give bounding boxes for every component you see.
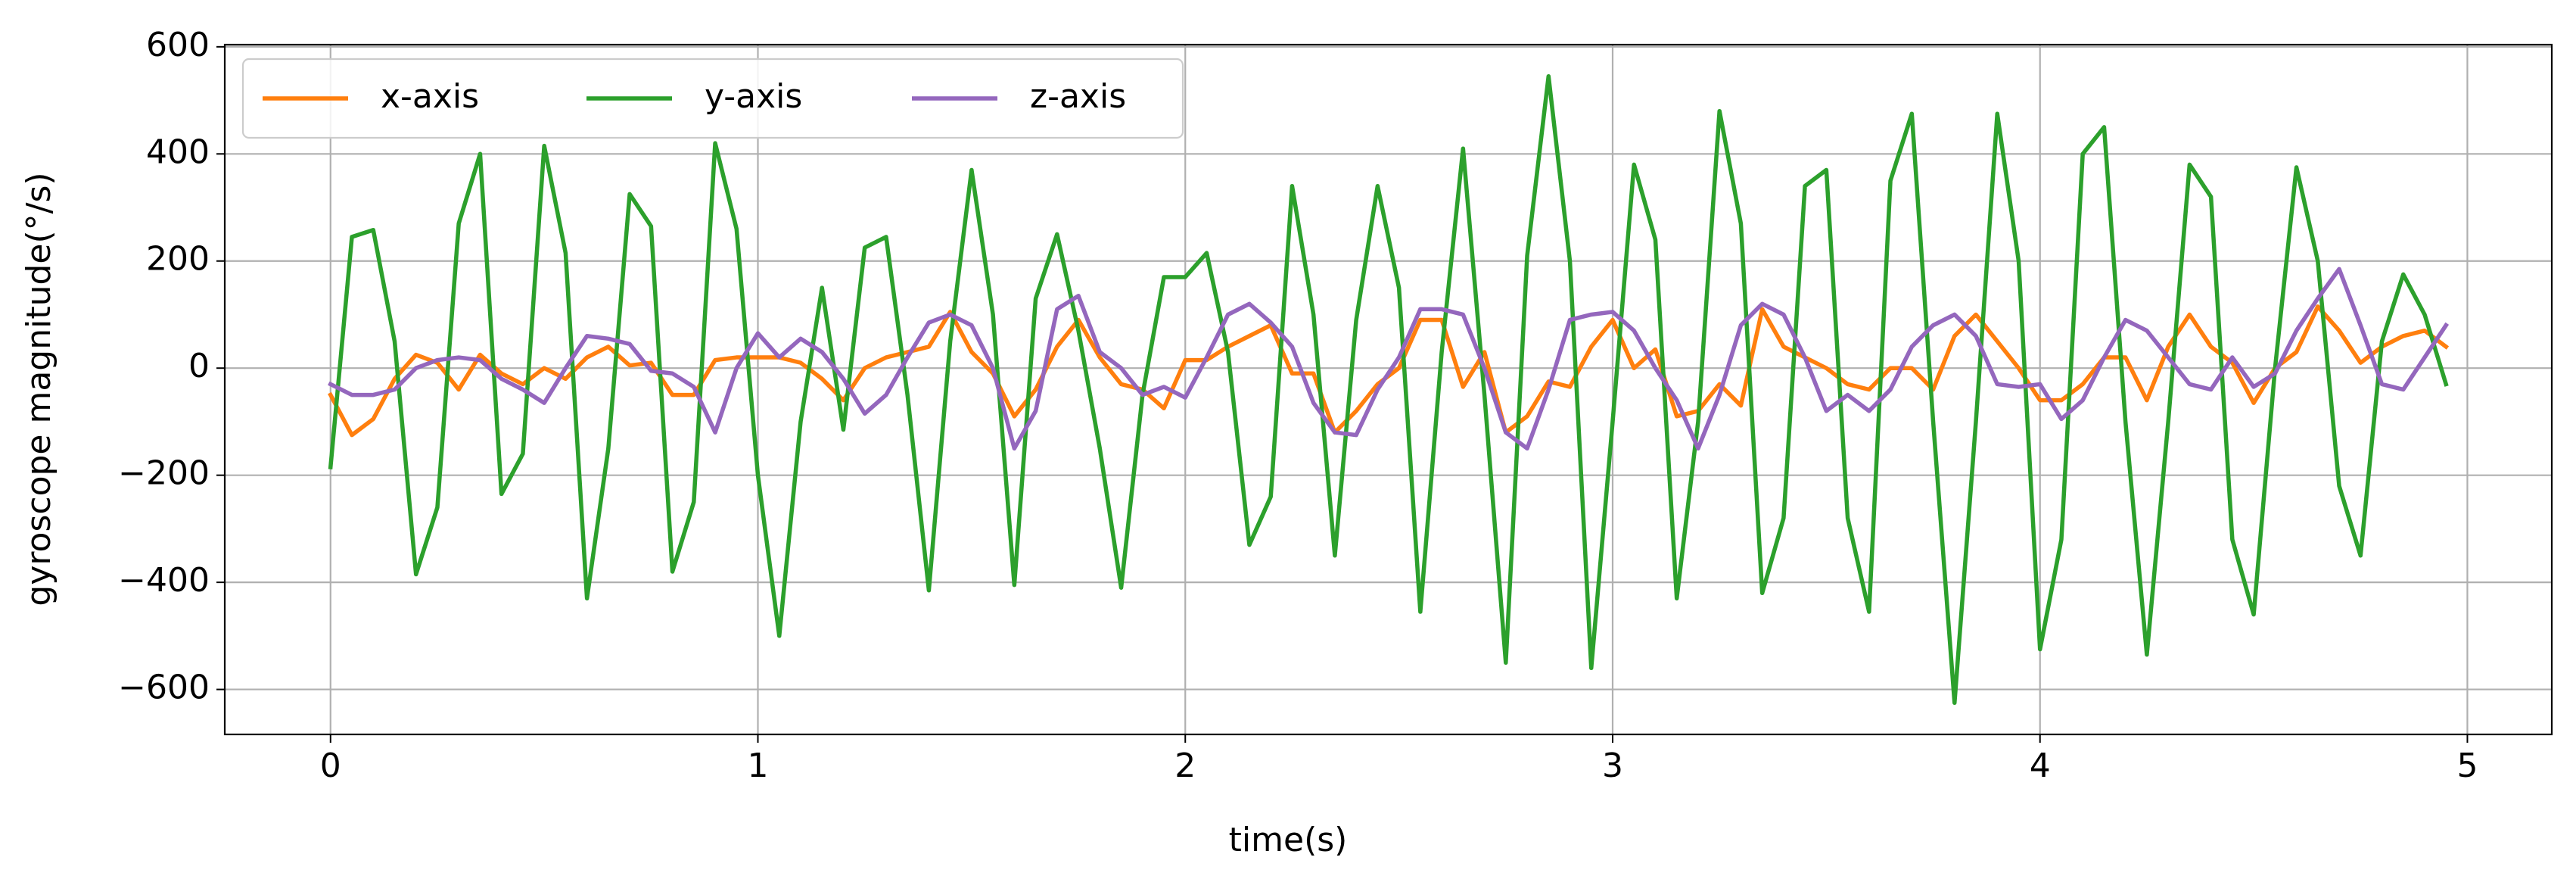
x-tick-label: 5 bbox=[2456, 747, 2478, 785]
y-tick-label: −400 bbox=[118, 561, 210, 600]
y-tick-label: 0 bbox=[188, 347, 210, 385]
legend-label: x-axis bbox=[381, 77, 479, 116]
x-tick-label: 0 bbox=[320, 747, 341, 785]
y-tick-label: 600 bbox=[146, 26, 210, 64]
y-tick-label: −600 bbox=[118, 669, 210, 707]
x-axis-label: time(s) bbox=[1229, 821, 1348, 859]
x-tick-label: 2 bbox=[1174, 747, 1196, 785]
y-tick-label: 400 bbox=[146, 132, 210, 171]
y-axis-label: gyroscope magnitude(°/s) bbox=[20, 172, 58, 606]
data-line bbox=[328, 267, 2450, 451]
x-tick-label: 3 bbox=[1602, 747, 1623, 785]
plot-frame bbox=[223, 43, 2553, 736]
data-line bbox=[328, 73, 2449, 706]
x-tick-label: 4 bbox=[2030, 747, 2051, 785]
y-tick-label: −200 bbox=[118, 454, 210, 493]
legend-box bbox=[241, 58, 1184, 139]
legend-label: y-axis bbox=[705, 77, 802, 116]
y-tick-label: 200 bbox=[146, 240, 210, 279]
x-tick-label: 1 bbox=[748, 747, 769, 785]
legend-label: z-axis bbox=[1030, 77, 1126, 116]
